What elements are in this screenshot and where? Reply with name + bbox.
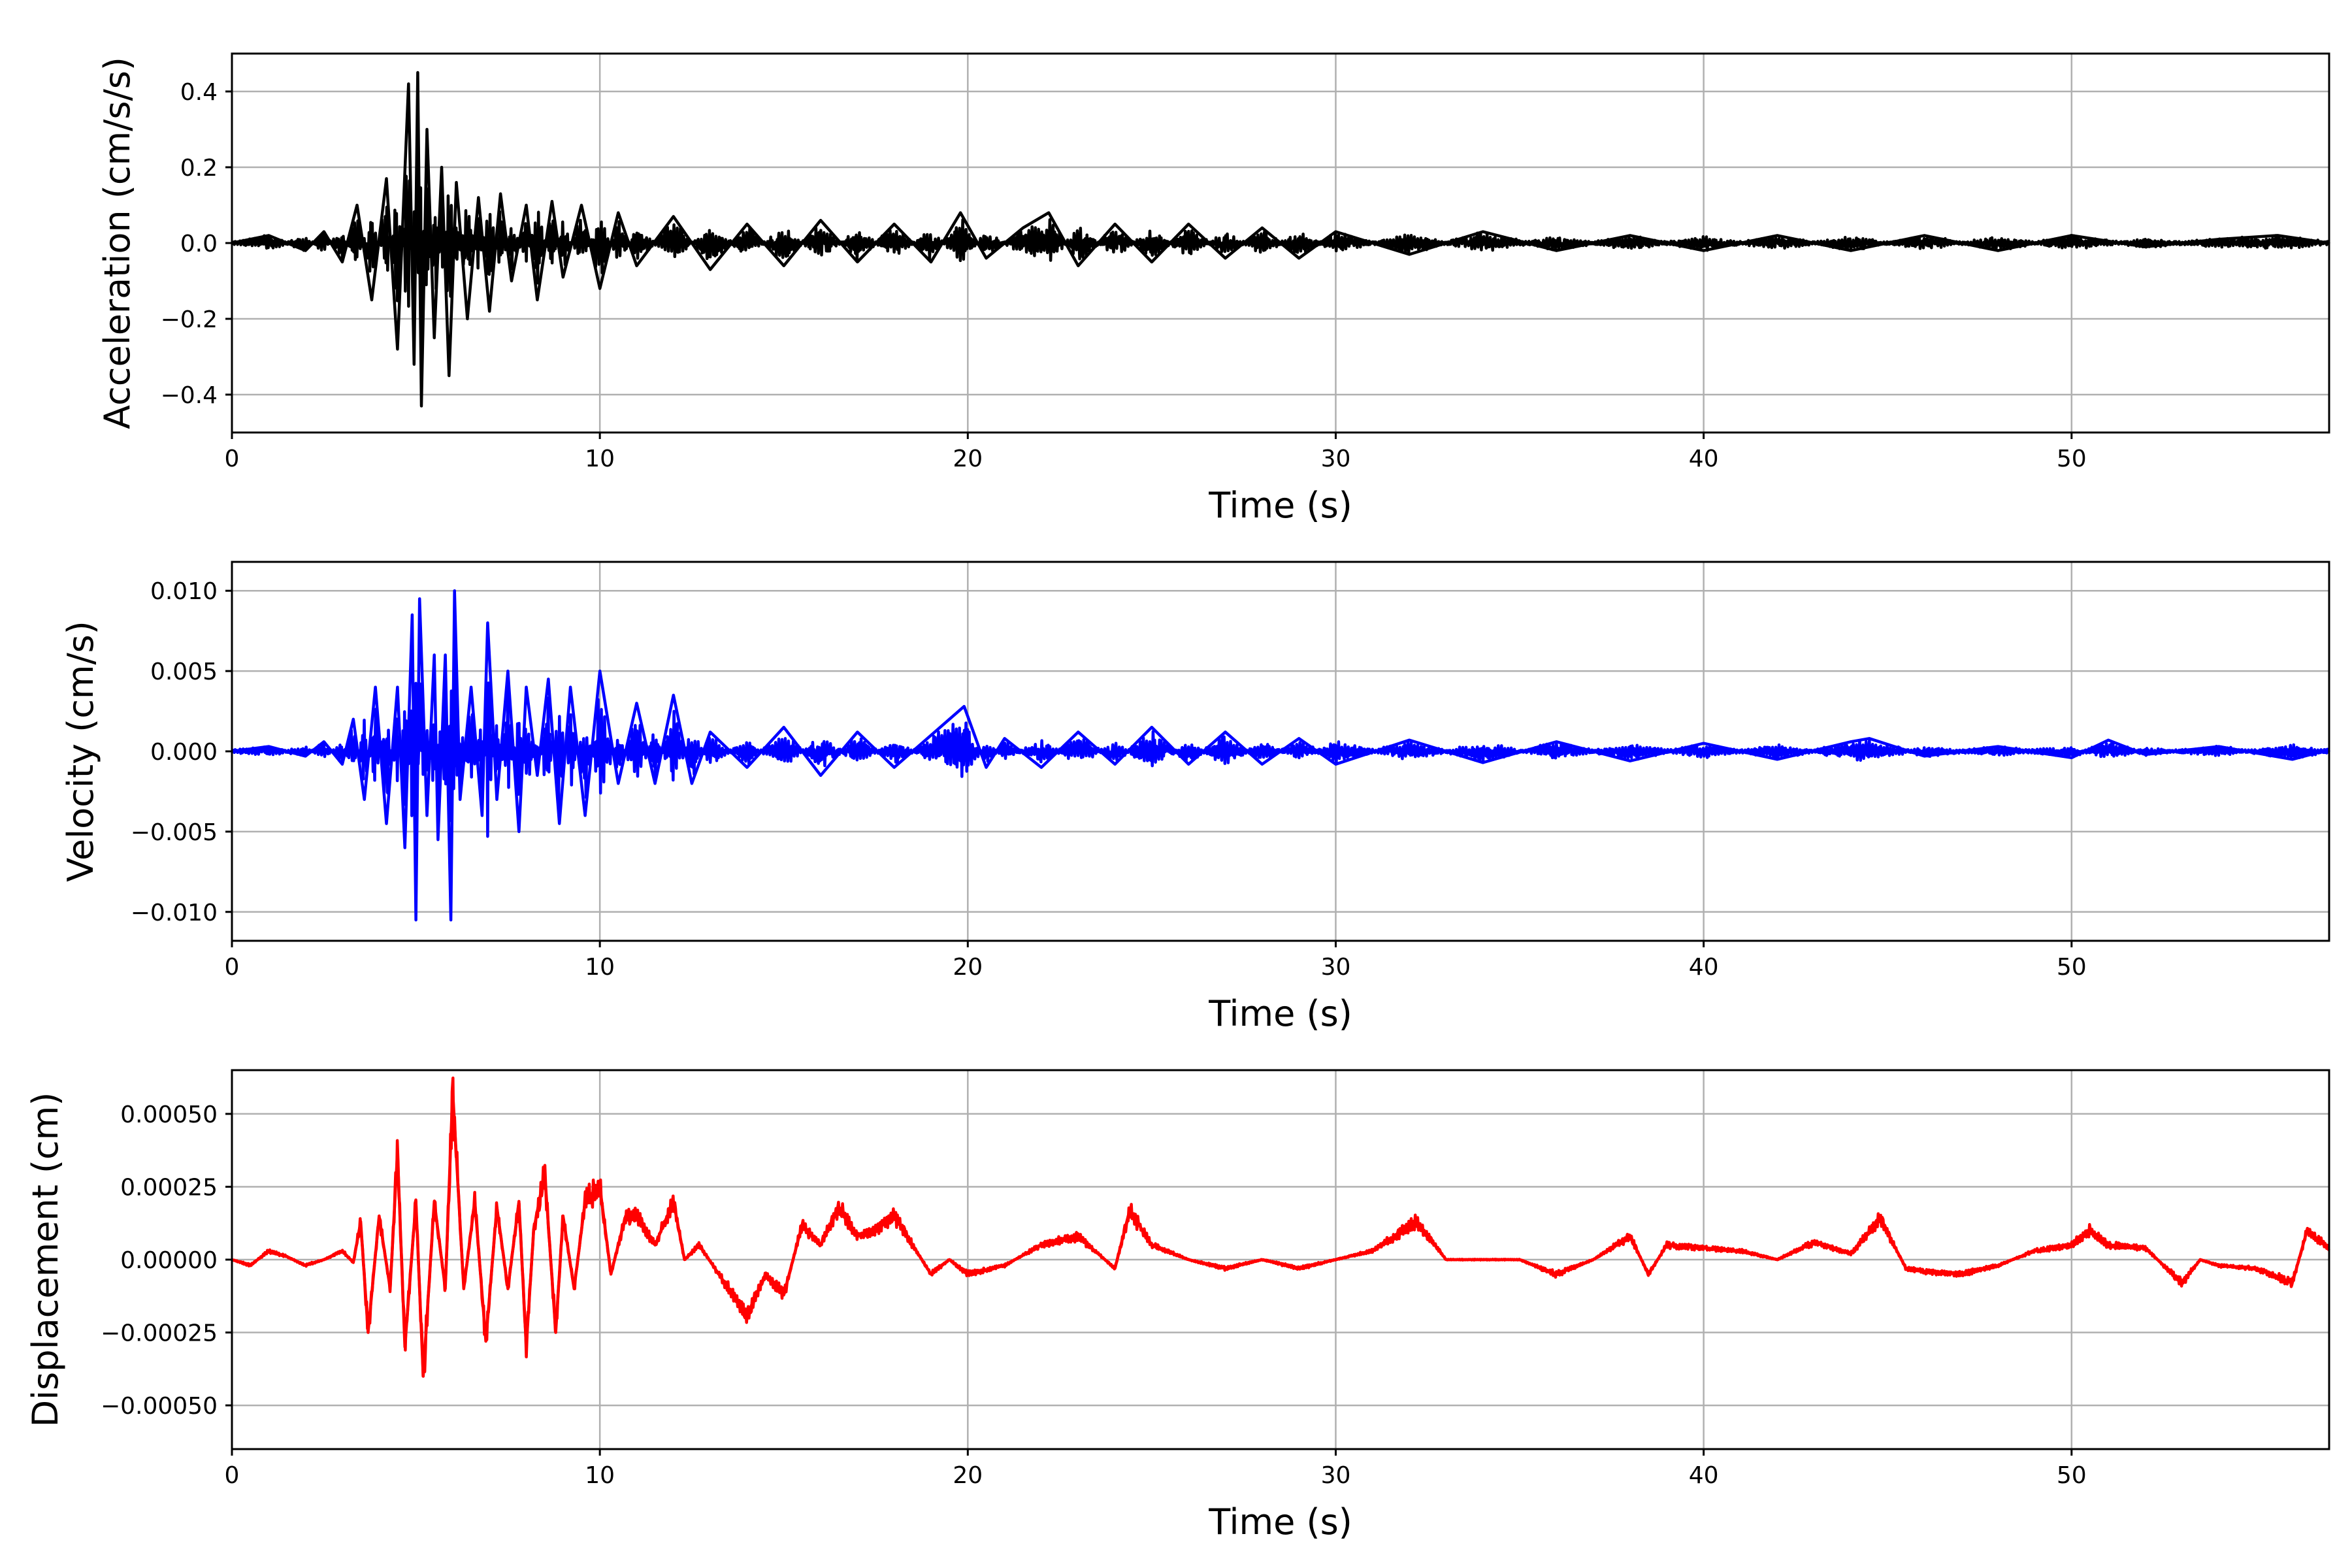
- x-tick-label: 10: [585, 1462, 615, 1489]
- acceleration-peak-trace: [231, 71, 2330, 408]
- y-tick-label: 0.00000: [120, 1247, 218, 1274]
- x-tick-label: 20: [953, 954, 983, 981]
- x-tick-label: 10: [585, 446, 615, 472]
- x-tick-label: 30: [1321, 1462, 1351, 1489]
- x-tick-label: 0: [225, 1462, 240, 1489]
- y-tick-label: −0.005: [131, 819, 218, 846]
- displacement-x-axis-label: Time (s): [1208, 1501, 1352, 1543]
- x-tick-label: 0: [225, 446, 240, 472]
- y-tick-label: 0.010: [150, 578, 218, 605]
- y-tick-label: 0.00025: [120, 1174, 218, 1201]
- displacement-panel: 0 10 20 30 40 50 −0.00050 −0.00025 0.00000 0.0002…: [25, 1069, 2330, 1543]
- x-tick-label: 30: [1321, 446, 1351, 472]
- velocity-x-axis-label: Time (s): [1208, 993, 1352, 1034]
- x-tick-label: 40: [1689, 1462, 1719, 1489]
- acceleration-x-axis-label: Time (s): [1208, 485, 1352, 526]
- displacement-trace: [231, 1076, 2330, 1378]
- displacement-peak-trace: [231, 1088, 2330, 1378]
- velocity-y-axis-label: Velocity (cm/s): [60, 621, 101, 882]
- y-tick-label: 0.00050: [120, 1102, 218, 1128]
- x-tick-label: 30: [1321, 954, 1351, 981]
- x-tick-label: 20: [953, 446, 983, 472]
- y-tick-label: −0.00050: [101, 1393, 218, 1420]
- x-tick-label: 40: [1689, 954, 1719, 981]
- x-tick-label: 20: [953, 1462, 983, 1489]
- y-tick-label: 0.0: [180, 231, 218, 257]
- x-tick-label: 10: [585, 954, 615, 981]
- y-tick-label: −0.00025: [101, 1320, 218, 1347]
- velocity-panel: 0 10 20 30 40 50 −0.010 −0.005 0.000 0.005 0.010 Ti…: [60, 561, 2330, 1034]
- y-tick-label: −0.4: [161, 382, 218, 409]
- y-tick-label: 0.2: [180, 155, 218, 182]
- y-tick-label: −0.2: [161, 306, 218, 333]
- x-tick-label: 0: [225, 954, 240, 981]
- acceleration-y-axis-label: Acceleration (cm/s/s): [97, 57, 138, 429]
- x-tick-label: 50: [2057, 954, 2087, 981]
- displacement-y-axis-label: Displacement (cm): [25, 1092, 66, 1428]
- y-tick-label: 0.4: [180, 79, 218, 106]
- y-tick-label: −0.010: [131, 900, 218, 926]
- acceleration-panel: 0 10 20 30 40 50 −0.4 −0.2 0.0 0.2 0.4 Time (s) Acce…: [97, 52, 2330, 526]
- y-tick-label: 0.000: [150, 739, 218, 766]
- x-tick-label: 50: [2057, 446, 2087, 472]
- velocity-peak-trace: [231, 589, 2330, 922]
- y-tick-label: 0.005: [150, 659, 218, 685]
- x-tick-label: 40: [1689, 446, 1719, 472]
- x-tick-label: 50: [2057, 1462, 2087, 1489]
